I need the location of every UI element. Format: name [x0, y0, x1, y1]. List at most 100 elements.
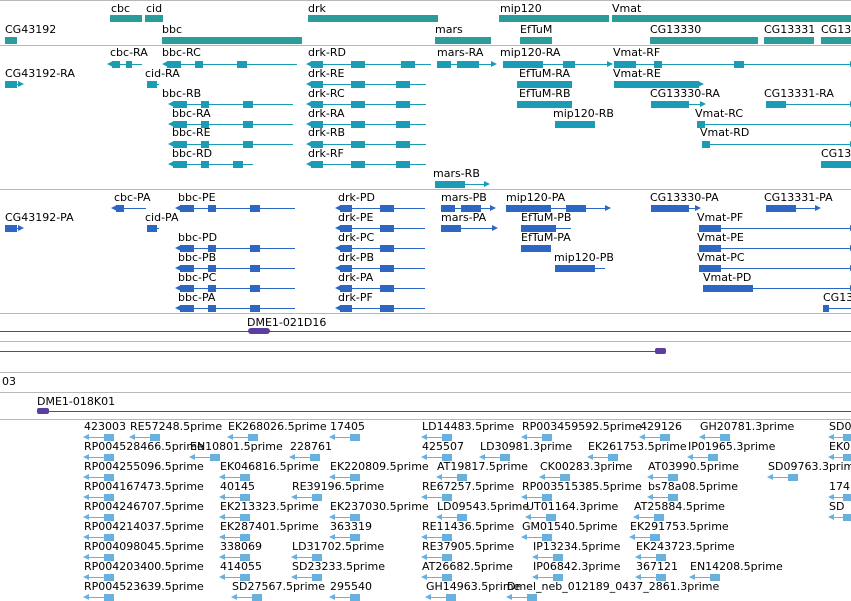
- transcript-label[interactable]: drk-RC: [308, 87, 345, 100]
- transcript-glyph-intron[interactable]: [503, 64, 608, 65]
- est-label[interactable]: 17405: [330, 420, 365, 433]
- est-glyph-exon[interactable]: [350, 514, 360, 521]
- protein-label[interactable]: drk-PD: [338, 191, 375, 204]
- strand-arrow-left-icon[interactable]: [436, 514, 442, 520]
- strand-arrow-left-icon[interactable]: [168, 101, 174, 107]
- protein-label[interactable]: drk-PC: [338, 231, 375, 244]
- strand-arrow-left-icon[interactable]: [587, 454, 593, 460]
- protein-label[interactable]: cid-PA: [145, 211, 179, 224]
- strand-arrow-left-icon[interactable]: [219, 514, 225, 520]
- transcript-glyph-exon[interactable]: [821, 161, 851, 168]
- transcript-glyph-exon[interactable]: [201, 161, 209, 168]
- est-glyph-intron[interactable]: [704, 437, 730, 438]
- est-label[interactable]: RP004246707.5prime: [84, 500, 204, 513]
- transcript-glyph-exon[interactable]: [651, 101, 689, 108]
- est-glyph-intron[interactable]: [134, 437, 160, 438]
- strand-arrow-right-icon[interactable]: [490, 205, 496, 211]
- est-glyph-exon[interactable]: [240, 534, 250, 541]
- strand-arrow-left-icon[interactable]: [291, 554, 297, 560]
- est-label[interactable]: LD09543.5prime: [437, 500, 530, 513]
- est-glyph-exon[interactable]: [843, 434, 851, 441]
- protein-glyph-intron[interactable]: [506, 208, 606, 209]
- protein-label[interactable]: mip120-PA: [506, 191, 566, 204]
- est-glyph-intron[interactable]: [236, 597, 262, 598]
- est-label[interactable]: RP003459592.5prime: [522, 420, 642, 433]
- protein-glyph-exon[interactable]: [380, 285, 394, 292]
- est-glyph-intron[interactable]: [441, 477, 467, 478]
- gene-feature[interactable]: [499, 15, 609, 22]
- protein-label[interactable]: bbc-PE: [178, 191, 216, 204]
- clone-feature[interactable]: [37, 411, 851, 412]
- gene-label[interactable]: mip120: [500, 2, 542, 15]
- protein-label[interactable]: Vmat-PF: [697, 211, 744, 224]
- est-label[interactable]: LD14483.5prime: [422, 420, 515, 433]
- transcript-glyph-intron[interactable]: [311, 124, 426, 125]
- est-glyph-exon[interactable]: [104, 534, 114, 541]
- protein-glyph-exon[interactable]: [699, 225, 721, 232]
- est-glyph-intron[interactable]: [224, 557, 250, 558]
- gene-feature[interactable]: [821, 37, 851, 44]
- est-glyph-exon[interactable]: [668, 474, 678, 481]
- est-glyph-exon[interactable]: [720, 434, 730, 441]
- transcript-glyph-exon[interactable]: [734, 61, 744, 68]
- est-label[interactable]: SD0: [829, 420, 851, 433]
- gene-label[interactable]: cbc: [111, 2, 131, 15]
- est-glyph-intron[interactable]: [634, 537, 660, 538]
- transcript-glyph-exon[interactable]: [563, 61, 575, 68]
- est-glyph-intron[interactable]: [526, 537, 552, 538]
- transcript-label[interactable]: CG13: [821, 147, 851, 160]
- transcript-glyph-exon[interactable]: [766, 101, 786, 108]
- transcript-label[interactable]: bbc-RA: [172, 107, 211, 120]
- est-glyph-intron[interactable]: [537, 557, 563, 558]
- est-glyph-intron[interactable]: [296, 557, 322, 558]
- transcript-glyph-exon[interactable]: [5, 81, 17, 88]
- strand-arrow-left-icon[interactable]: [532, 574, 538, 580]
- protein-glyph-exon[interactable]: [441, 225, 461, 232]
- strand-arrow-left-icon[interactable]: [633, 514, 639, 520]
- est-label[interactable]: RP004167473.5prime: [84, 480, 204, 493]
- transcript-glyph-exon[interactable]: [195, 61, 203, 68]
- est-glyph-intron[interactable]: [638, 517, 664, 518]
- est-label[interactable]: EK268026.5prime: [228, 420, 327, 433]
- transcript-glyph-exon[interactable]: [233, 161, 243, 168]
- strand-arrow-left-icon[interactable]: [306, 61, 312, 67]
- est-glyph-intron[interactable]: [833, 517, 851, 518]
- transcript-glyph-exon[interactable]: [173, 161, 187, 168]
- est-glyph-exon[interactable]: [457, 514, 467, 521]
- strand-arrow-left-icon[interactable]: [306, 101, 312, 107]
- transcript-glyph-exon[interactable]: [396, 161, 410, 168]
- gene-feature[interactable]: [5, 37, 17, 44]
- est-glyph-intron[interactable]: [426, 457, 452, 458]
- strand-arrow-right-icon[interactable]: [18, 81, 24, 87]
- est-label[interactable]: 295540: [330, 580, 372, 593]
- est-label[interactable]: RP004528466.5prime: [84, 440, 204, 453]
- protein-glyph-intron[interactable]: [699, 248, 851, 249]
- est-glyph-exon[interactable]: [500, 454, 510, 461]
- transcript-glyph-exon[interactable]: [351, 81, 365, 88]
- transcript-glyph-exon[interactable]: [201, 101, 209, 108]
- protein-glyph-intron[interactable]: [699, 268, 851, 269]
- transcript-glyph-exon[interactable]: [517, 81, 572, 88]
- protein-glyph-exon[interactable]: [766, 205, 796, 212]
- est-label[interactable]: EK291753.5prime: [630, 520, 729, 533]
- est-label[interactable]: EN14208.5prime: [690, 560, 783, 573]
- est-glyph-intron[interactable]: [772, 477, 798, 478]
- est-glyph-exon[interactable]: [650, 534, 660, 541]
- strand-arrow-left-icon[interactable]: [525, 514, 531, 520]
- est-glyph-intron[interactable]: [592, 457, 618, 458]
- est-label[interactable]: LD31702.5prime: [292, 540, 385, 553]
- est-label[interactable]: EN10801.5prime: [190, 440, 283, 453]
- transcript-glyph-exon[interactable]: [173, 121, 187, 128]
- protein-label[interactable]: Vmat-PE: [697, 231, 744, 244]
- est-label[interactable]: EK0: [829, 440, 851, 453]
- protein-label[interactable]: drk-PE: [338, 211, 374, 224]
- protein-glyph-exon[interactable]: [340, 265, 352, 272]
- est-glyph-intron[interactable]: [88, 557, 114, 558]
- protein-glyph-intron[interactable]: [180, 268, 295, 269]
- protein-glyph-exon[interactable]: [147, 225, 157, 232]
- est-glyph-intron[interactable]: [426, 537, 452, 538]
- est-glyph-exon[interactable]: [542, 434, 552, 441]
- est-glyph-exon[interactable]: [350, 534, 360, 541]
- strand-arrow-left-icon[interactable]: [689, 574, 695, 580]
- protein-glyph-intron[interactable]: [180, 308, 295, 309]
